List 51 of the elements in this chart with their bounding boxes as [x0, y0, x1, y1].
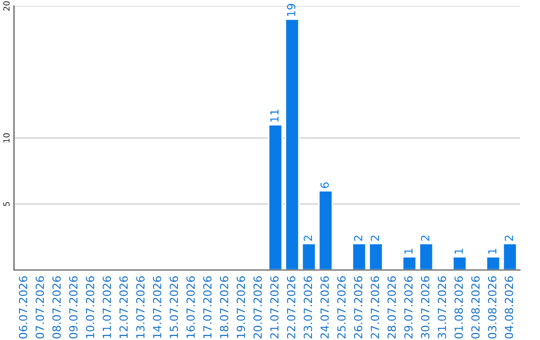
- data-label: 19: [286, 4, 296, 16]
- data-label: 2: [370, 236, 379, 241]
- x-tick-label: 18.07.2026: [220, 276, 228, 338]
- x-tick-label: 20.07.2026: [253, 276, 262, 338]
- bar: [502, 242, 518, 270]
- x-tick-label: 30.07.2026: [420, 276, 430, 338]
- x-tick-label: 16.07.2026: [186, 276, 195, 338]
- x-tick-label: 21.07.2026: [270, 276, 279, 338]
- x-tick-label: 23.07.2026: [304, 276, 312, 338]
- x-tick-label: 01.08.2026: [454, 276, 463, 338]
- x-tick-label: 27.07.2026: [370, 276, 380, 338]
- x-tick-label: 04.08.2026: [504, 276, 514, 338]
- y-tick-label: 10: [3, 133, 10, 142]
- x-tick-label: 11.07.2026: [102, 276, 112, 338]
- bar: [452, 256, 468, 270]
- bar: [352, 242, 367, 270]
- x-tick-label: 25.07.2026: [337, 276, 346, 338]
- x-tick-label: 06.07.2026: [18, 276, 28, 338]
- data-label: 2: [304, 236, 312, 241]
- x-tick-label: 28.07.2026: [387, 276, 396, 338]
- x-tick-label: 29.07.2026: [404, 276, 413, 338]
- x-tick-label: 07.07.2026: [36, 276, 44, 338]
- bar: [418, 242, 434, 270]
- bar: [368, 242, 384, 270]
- x-tick-label: 26.07.2026: [354, 276, 362, 338]
- data-label: 11: [270, 110, 278, 122]
- x-tick-label: 02.08.2026: [471, 276, 480, 338]
- x-tick-label: 03.08.2026: [488, 276, 496, 338]
- x-tick-label: 15.07.2026: [170, 276, 178, 338]
- data-label: 1: [454, 248, 463, 254]
- x-tick-label: 13.07.2026: [136, 276, 145, 338]
- data-label: 2: [354, 236, 362, 241]
- x-tick-label: 14.07.2026: [152, 276, 162, 338]
- data-label: 1: [404, 248, 412, 254]
- y-tick-label: 20: [3, 1, 10, 11]
- x-tick-label: 22.07.2026: [286, 276, 296, 338]
- x-tick-label: 17.07.2026: [203, 276, 212, 338]
- x-tick-label: 31.07.2026: [438, 276, 446, 338]
- bar: [402, 256, 417, 270]
- x-tick-label: 24.07.2026: [320, 276, 329, 338]
- data-label: 2: [420, 236, 430, 241]
- data-label: 6: [320, 182, 329, 188]
- bar: [486, 256, 501, 270]
- x-tick-label: 10.07.2026: [86, 276, 94, 338]
- data-label: 2: [504, 236, 514, 241]
- data-label: 1: [488, 248, 496, 254]
- x-tick-label: 09.07.2026: [69, 276, 78, 338]
- y-tick-label: 5: [3, 202, 10, 206]
- x-tick-label: 19.07.2026: [236, 276, 246, 338]
- x-tick-label: 12.07.2026: [119, 276, 128, 338]
- x-tick-label: 08.07.2026: [52, 276, 61, 338]
